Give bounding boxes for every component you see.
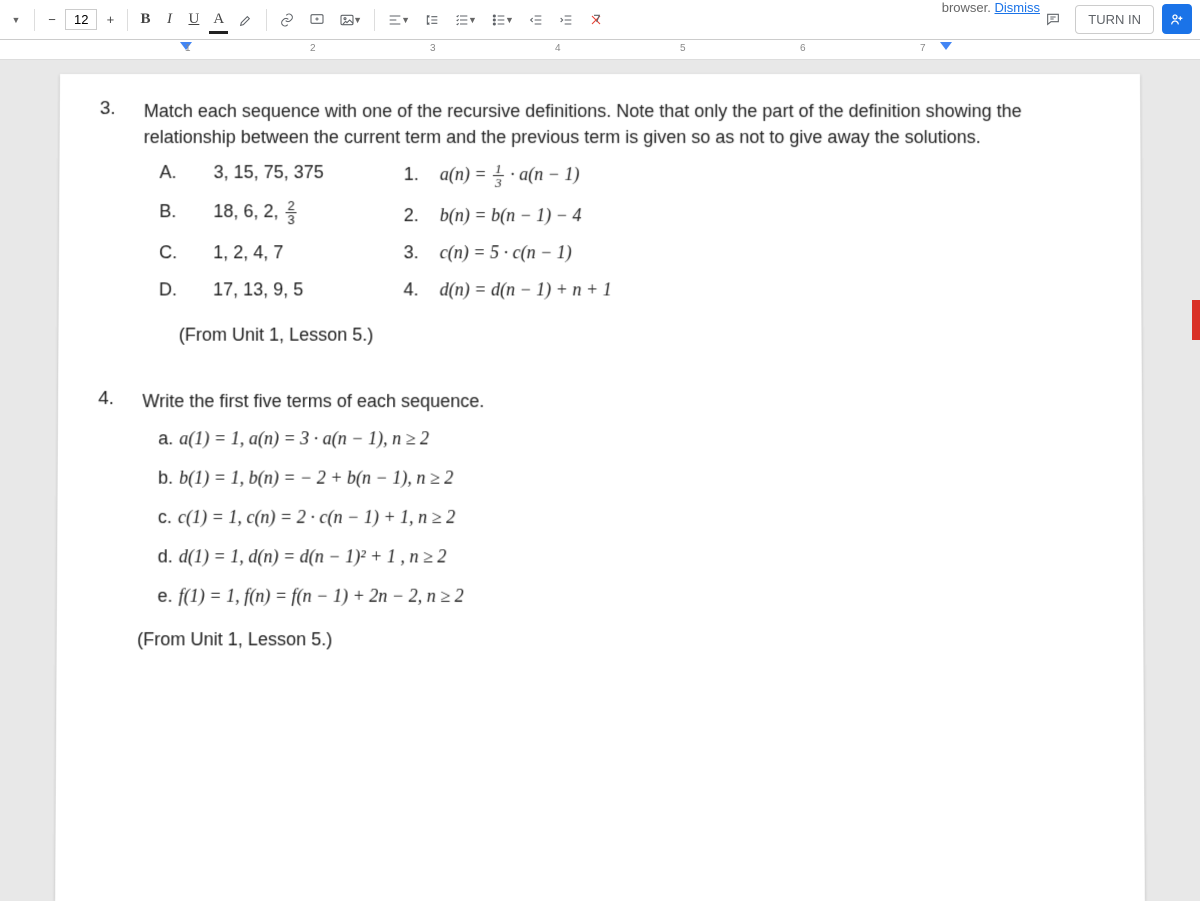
document-page[interactable]: 3. Match each sequence with one of the r…: [55, 74, 1145, 901]
q3-source-note: (From Unit 1, Lesson 5.): [179, 325, 1102, 346]
item-label: e.: [157, 586, 172, 607]
sequence-row: D. 17, 13, 9, 5: [159, 280, 324, 301]
def-num: 4.: [404, 280, 424, 301]
divider: [266, 9, 267, 31]
font-size-value[interactable]: 12: [65, 9, 97, 30]
underline-button[interactable]: U: [182, 7, 205, 33]
decrease-indent-button[interactable]: [522, 7, 550, 33]
q3-content: A. 3, 15, 75, 375 B. 18, 6, 2, 23 C. 1, …: [159, 162, 1101, 300]
item-text: c(1) = 1, c(n) = 2 · c(n − 1) + 1, n ≥ 2: [178, 507, 455, 528]
ruler-tick: 3: [430, 43, 436, 54]
text-color-button[interactable]: A: [207, 7, 230, 33]
comments-icon[interactable]: [1039, 6, 1067, 32]
seq-label: D.: [159, 280, 183, 301]
item-text: b(1) = 1, b(n) = − 2 + b(n − 1), n ≥ 2: [179, 468, 453, 489]
q4-item: c. c(1) = 1, c(n) = 2 · c(n − 1) + 1, n …: [158, 507, 1103, 528]
ruler-tick: 4: [555, 43, 561, 54]
dropdown-caret[interactable]: ▼: [6, 7, 28, 33]
item-label: b.: [158, 468, 173, 489]
add-comment-button[interactable]: [303, 7, 331, 33]
bulleted-list-button[interactable]: ▼: [485, 7, 520, 33]
seq-text: 1, 2, 4, 7: [213, 242, 283, 263]
def-text: b(n) = b(n − 1) − 4: [440, 205, 582, 226]
def-num: 1.: [404, 164, 424, 185]
turn-in-button[interactable]: TURN IN: [1075, 5, 1154, 34]
italic-button[interactable]: I: [158, 7, 180, 33]
ruler-tick: 7: [920, 43, 926, 54]
definition-column: 1. a(n) = 13 · a(n − 1) 2. b(n) = b(n − …: [404, 162, 612, 300]
ruler-tick: 6: [800, 43, 806, 54]
question-prompt: Match each sequence with one of the recu…: [144, 98, 1101, 150]
seq-label: C.: [159, 242, 183, 263]
ruler-tick: 2: [310, 43, 316, 54]
definition-row: 4. d(n) = d(n − 1) + n + 1: [404, 280, 612, 301]
seq-label: B.: [159, 202, 183, 223]
def-text: a(n) = 13 · a(n − 1): [440, 162, 579, 189]
q4-item: e. f(1) = 1, f(n) = f(n − 1) + 2n − 2, n…: [157, 586, 1102, 607]
item-label: a.: [158, 429, 173, 450]
item-label: c.: [158, 507, 172, 528]
item-text: a(1) = 1, a(n) = 3 · a(n − 1), n ≥ 2: [179, 429, 429, 450]
increase-indent-button[interactable]: [552, 7, 580, 33]
sequence-row: C. 1, 2, 4, 7: [159, 242, 323, 263]
def-num: 2.: [404, 205, 424, 226]
ruler-tick: 5: [680, 43, 686, 54]
sequence-column: A. 3, 15, 75, 375 B. 18, 6, 2, 23 C. 1, …: [159, 162, 324, 300]
question-number: 4.: [98, 388, 124, 410]
highlight-button[interactable]: [232, 7, 260, 33]
def-text: c(n) = 5 · c(n − 1): [440, 242, 572, 263]
bold-button[interactable]: B: [134, 7, 156, 33]
definition-row: 2. b(n) = b(n − 1) − 4: [404, 205, 612, 226]
def-text: d(n) = d(n − 1) + n + 1: [440, 280, 612, 301]
checklist-button[interactable]: ▼: [448, 7, 483, 33]
sequence-row: A. 3, 15, 75, 375: [159, 162, 323, 183]
seq-text: 18, 6, 2, 23: [213, 199, 299, 226]
q4-item: d. d(1) = 1, d(n) = d(n − 1)² + 1 , n ≥ …: [158, 547, 1103, 568]
seq-label: A.: [159, 162, 183, 183]
question-4: 4. Write the first five terms of each se…: [98, 388, 1102, 414]
q4-source-note: (From Unit 1, Lesson 5.): [137, 629, 1103, 650]
item-label: d.: [158, 547, 173, 568]
share-button[interactable]: [1162, 4, 1192, 34]
explore-tab-icon[interactable]: [1192, 300, 1200, 340]
divider: [34, 9, 35, 31]
def-num: 3.: [404, 242, 424, 263]
seq-text: 17, 13, 9, 5: [213, 280, 303, 301]
clear-formatting-button[interactable]: [582, 7, 610, 33]
sequence-row: B. 18, 6, 2, 23: [159, 199, 323, 226]
q4-item: a. a(1) = 1, a(n) = 3 · a(n − 1), n ≥ 2: [158, 429, 1102, 450]
question-prompt: Write the first five terms of each seque…: [142, 388, 1102, 414]
seq-text: 3, 15, 75, 375: [214, 162, 324, 183]
line-spacing-button[interactable]: [418, 7, 446, 33]
question-3: 3. Match each sequence with one of the r…: [100, 98, 1101, 150]
definition-row: 1. a(n) = 13 · a(n − 1): [404, 162, 612, 189]
insert-image-button[interactable]: ▼: [333, 7, 368, 33]
right-indent-marker[interactable]: [940, 42, 952, 50]
notice-banner: browser. Dismiss: [942, 0, 1040, 15]
divider: [374, 9, 375, 31]
item-text: d(1) = 1, d(n) = d(n − 1)² + 1 , n ≥ 2: [179, 547, 447, 568]
dismiss-link[interactable]: Dismiss: [995, 0, 1041, 15]
ruler-tick: 1: [185, 43, 191, 54]
definition-row: 3. c(n) = 5 · c(n − 1): [404, 242, 612, 263]
align-button[interactable]: ▼: [381, 7, 416, 33]
notice-text: browser.: [942, 0, 995, 15]
turn-in-group: TURN IN: [1039, 4, 1192, 34]
font-size-decrease[interactable]: −: [41, 7, 63, 33]
divider: [127, 9, 128, 31]
horizontal-ruler: 1 2 3 4 5 6 7: [0, 40, 1200, 60]
q4-items: a. a(1) = 1, a(n) = 3 · a(n − 1), n ≥ 2 …: [157, 429, 1102, 608]
format-toolbar: ▼ − 12 + B I U A ▼ ▼ ▼ ▼: [0, 0, 1200, 40]
insert-link-button[interactable]: [273, 7, 301, 33]
item-text: f(1) = 1, f(n) = f(n − 1) + 2n − 2, n ≥ …: [179, 586, 464, 607]
font-size-increase[interactable]: +: [99, 7, 121, 33]
q4-item: b. b(1) = 1, b(n) = − 2 + b(n − 1), n ≥ …: [158, 468, 1102, 489]
question-number: 3.: [100, 98, 126, 120]
